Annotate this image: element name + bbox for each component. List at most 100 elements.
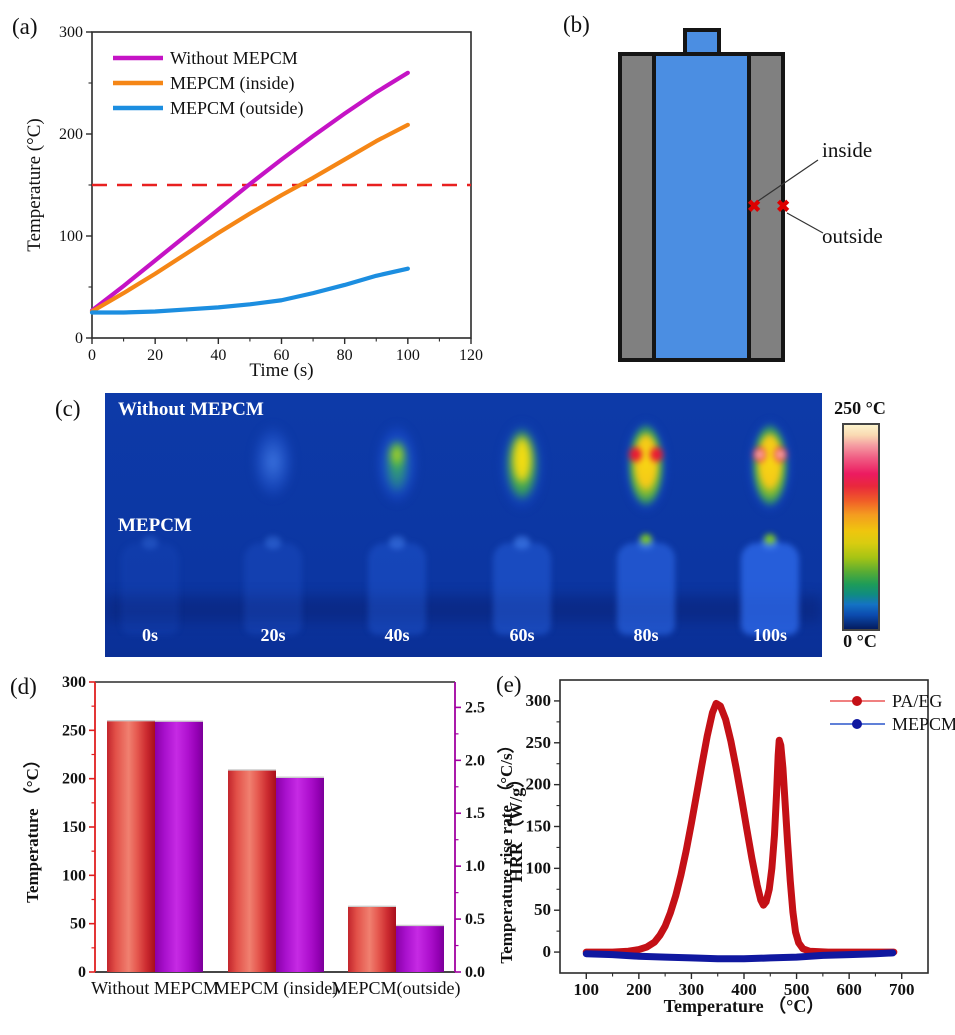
d-temp-bar-0 xyxy=(107,720,155,972)
d-right-tick-label: 0.0 xyxy=(465,964,485,981)
battery-terminal xyxy=(683,28,721,56)
thermal-bottle-bottom-40s xyxy=(368,536,426,635)
inside-x-marker: ✖ xyxy=(747,197,762,216)
d-right-tick-label: 2.0 xyxy=(465,752,485,769)
a-y-tick-label: 0 xyxy=(75,330,83,347)
thermal-bottle-bottom-60s xyxy=(493,536,551,635)
a-y-tick-label: 200 xyxy=(59,126,83,143)
panel-a-letter: (a) xyxy=(12,14,38,39)
d-right-tick-label: 1.5 xyxy=(465,805,485,822)
panel-e-letter: (e) xyxy=(496,672,522,697)
e-x-tick-label: 500 xyxy=(784,980,810,999)
d-right-tick-label: 2.5 xyxy=(465,699,485,716)
a-x-tick-label: 20 xyxy=(147,347,163,364)
hrr-vs-temperature-chart: 100 200 300 400 500 600 700 0 50 100 150 200 250 300 P… xyxy=(506,679,955,1016)
e-xlabel: Temperature （°C） xyxy=(664,996,825,1016)
a-x-tick-label: 40 xyxy=(210,347,226,364)
d-category-label: MEPCM(outside) xyxy=(331,978,460,999)
thermal-bottle-bottom-20s xyxy=(244,536,302,635)
outside-x-marker: ✖ xyxy=(776,197,791,216)
d-rate-bar-2 xyxy=(396,925,444,972)
a-y-tick-label: 300 xyxy=(59,24,83,41)
e-y-tick-label: 150 xyxy=(526,817,552,836)
e-x-tick-label: 300 xyxy=(679,980,705,999)
hotspot-r xyxy=(774,447,787,462)
colorbar-max-label: 250 °C xyxy=(834,398,886,418)
d-temp-bar-1 xyxy=(228,769,276,972)
thermal-blob-top-20s xyxy=(245,413,301,529)
panel-c-letter: (c) xyxy=(55,396,81,421)
a-legend-label: MEPCM (outside) xyxy=(170,98,304,119)
mepcm-layer-left xyxy=(622,56,652,358)
hotspot-l xyxy=(753,447,766,462)
thermal-time-label: 80s xyxy=(633,625,659,645)
a-x-tick-label: 80 xyxy=(337,347,353,364)
a-legend-label: MEPCM (inside) xyxy=(170,73,295,94)
bottle-cap xyxy=(142,536,158,549)
panel-b-letter: (b) xyxy=(563,12,590,37)
a-ylabel: Temperature (°C) xyxy=(24,118,45,251)
battery-diagram: ✖ ✖ inside outside xyxy=(530,0,955,390)
a-xlabel: Time (s) xyxy=(249,360,313,381)
e-x-tick-label: 100 xyxy=(574,980,600,999)
e-series-PA/EG xyxy=(582,699,898,956)
thermal-time-label: 20s xyxy=(260,625,286,645)
thermal-colorbar xyxy=(842,423,880,631)
a-series-Without MEPCM xyxy=(89,70,410,313)
bottle-cap xyxy=(514,536,530,549)
a-x-tick-label: 120 xyxy=(459,347,483,364)
thermal-floor-shadow xyxy=(105,596,822,622)
temperature-bar-chart: 0 50 100 150 200 250 300 0.0 0.5 1.0 1.5 2.0 2.5 With… xyxy=(22,674,516,999)
d-left-tick-label: 200 xyxy=(62,771,86,788)
thermal-bottle-bottom-0s xyxy=(121,536,179,635)
d-rate-bar-1 xyxy=(276,777,324,972)
battery-body xyxy=(618,52,785,362)
bottle-cap xyxy=(389,536,405,549)
d-left-tick-label: 0 xyxy=(78,964,86,981)
e-x-tick-label: 400 xyxy=(731,980,757,999)
a-legend-label: Without MEPCM xyxy=(170,48,298,68)
e-y-tick-label: 200 xyxy=(526,775,552,794)
e-legend-marker xyxy=(852,719,862,729)
panel-d-letter: (d) xyxy=(10,674,37,699)
a-x-tick-label: 0 xyxy=(88,347,96,364)
temperature-vs-time-chart: 0 20 40 60 80 100 120 0 100 200 300 Without MEPCM ME… xyxy=(24,24,483,381)
battery-core xyxy=(652,56,751,358)
bottle-cap xyxy=(265,536,281,549)
a-y-tick-label: 100 xyxy=(59,228,83,245)
outside-label: outside xyxy=(822,224,883,248)
e-y-tick-label: 50 xyxy=(534,900,551,919)
e-y-tick-label: 100 xyxy=(526,858,552,877)
inside-label: inside xyxy=(822,138,873,162)
d-rate-bar-0 xyxy=(155,721,203,972)
d-left-axis-label: Temperature （°C） xyxy=(22,751,42,903)
d-left-tick-label: 150 xyxy=(62,819,86,836)
a-x-tick-label: 60 xyxy=(274,347,290,364)
d-category-label: MEPCM (inside) xyxy=(214,978,339,999)
thermal-time-label: 0s xyxy=(141,625,159,645)
d-right-tick-label: 1.0 xyxy=(465,858,485,875)
e-x-tick-label: 200 xyxy=(626,980,652,999)
thermal-row-label-mepcm: MEPCM xyxy=(118,515,192,536)
a-series-MEPCM (inside) xyxy=(89,122,410,314)
d-category-label: Without MEPCM xyxy=(91,978,219,998)
e-legend-label: PA/EG xyxy=(892,691,942,711)
thermal-time-label: 100s xyxy=(752,625,788,645)
e-x-tick-label: 600 xyxy=(836,980,862,999)
colorbar-min-label: 0 °C xyxy=(843,631,877,651)
a-series-MEPCM (outside) xyxy=(89,266,410,315)
d-temp-bar-2 xyxy=(348,906,396,972)
bottle-cap-hotspot xyxy=(640,534,652,544)
e-y-tick-label: 250 xyxy=(526,733,552,752)
e-y-tick-label: 0 xyxy=(543,942,552,961)
d-left-tick-label: 100 xyxy=(62,867,86,884)
thermal-image-panel: Without MEPCM MEPCM 0s 20s 40s 60s 80s 100s xyxy=(105,393,822,657)
hotspot-l xyxy=(629,447,642,462)
thermal-bottle-bottom-80s xyxy=(617,534,675,635)
thermal-time-label: 40s xyxy=(384,625,410,645)
d-left-tick-label: 250 xyxy=(62,722,86,739)
e-ylabel: HRR （W/g） xyxy=(506,770,526,883)
e-series-MEPCM xyxy=(582,949,897,963)
a-x-tick-label: 100 xyxy=(396,347,420,364)
